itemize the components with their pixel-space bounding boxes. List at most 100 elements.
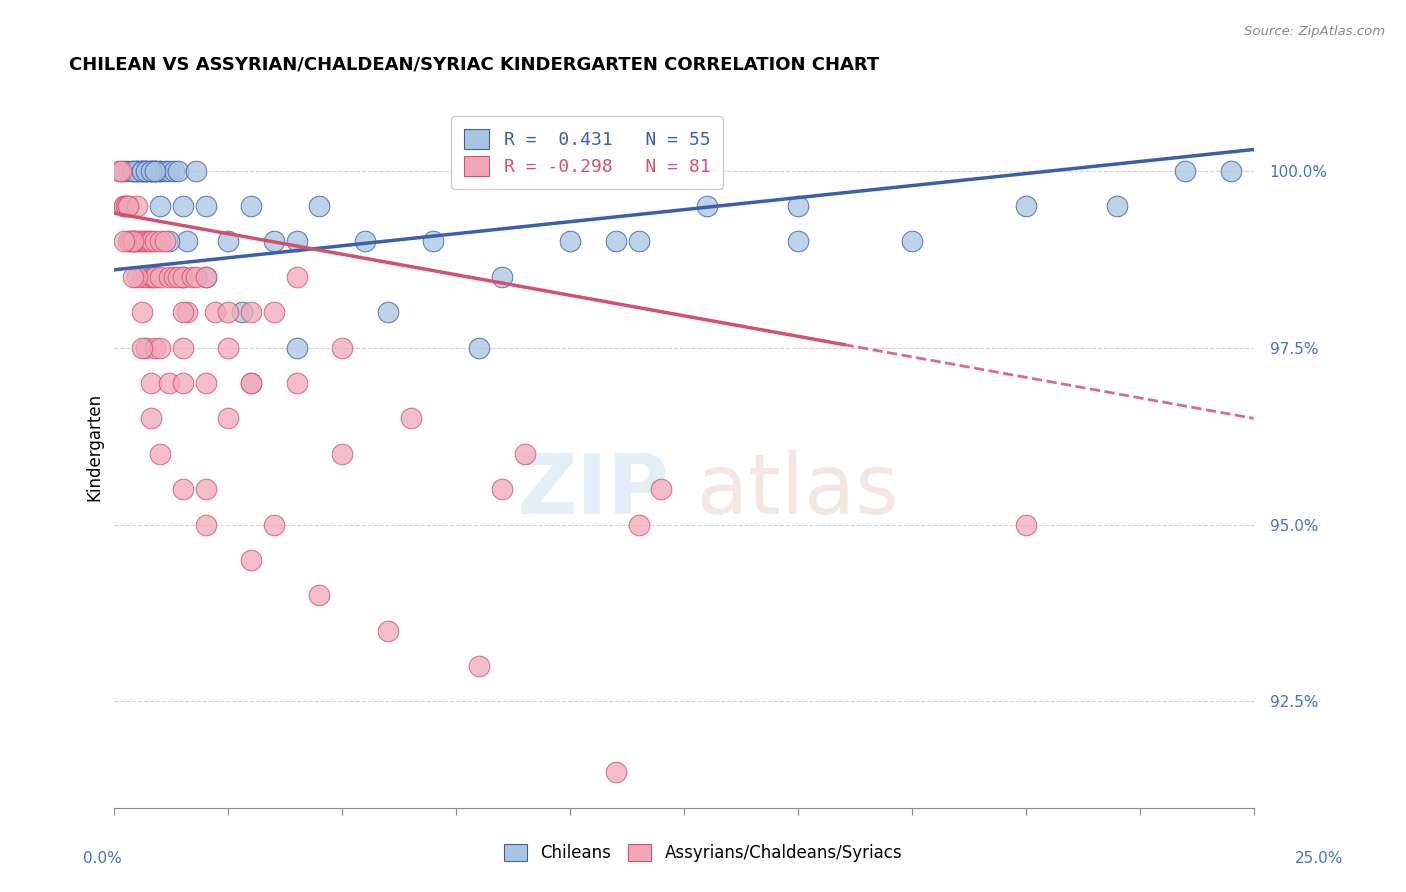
Point [128,235,150,249]
Point [240,199,263,213]
Point [263,517,285,532]
Point [186,163,208,178]
Point [135,235,157,249]
Point [172,376,194,390]
Point [149,163,172,178]
Point [285,269,308,284]
Point [131,163,153,178]
Point [231,305,253,319]
Point [149,269,172,284]
Point [121,235,143,249]
Point [139,411,162,425]
Point [217,341,239,355]
Point [167,269,190,284]
Point [139,163,162,178]
Point [1105,199,1128,213]
Point [121,235,143,249]
Point [787,235,810,249]
Point [308,588,330,602]
Point [696,199,718,213]
Point [132,235,155,249]
Point [121,163,143,178]
Legend: Chileans, Assyrians/Chaldeans/Syriacs: Chileans, Assyrians/Chaldeans/Syriacs [495,836,911,871]
Point [377,624,399,638]
Point [157,235,180,249]
Point [157,269,180,284]
Point [135,269,157,284]
Point [117,235,139,249]
Point [1174,163,1197,178]
Point [787,199,810,213]
Point [145,163,167,178]
Point [157,163,180,178]
Point [121,163,143,178]
Point [135,163,157,178]
Point [149,447,172,461]
Point [112,199,135,213]
Point [194,269,217,284]
Point [377,305,399,319]
Point [330,447,353,461]
Point [176,235,198,249]
Point [186,269,208,284]
Point [145,163,167,178]
Point [149,235,172,249]
Point [1015,199,1038,213]
Text: atlas: atlas [697,450,898,531]
Point [138,235,160,249]
Point [172,305,194,319]
Point [422,235,444,249]
Point [399,411,422,425]
Point [135,163,157,178]
Point [468,659,491,673]
Point [172,341,194,355]
Point [204,305,226,319]
Point [263,305,285,319]
Point [163,163,186,178]
Legend: R =  0.431   N = 55, R = -0.298   N = 81: R = 0.431 N = 55, R = -0.298 N = 81 [451,117,723,189]
Point [194,376,217,390]
Point [108,163,131,178]
Point [163,269,186,284]
Point [145,269,167,284]
Point [468,341,491,355]
Point [354,235,377,249]
Point [605,235,627,249]
Point [240,376,263,390]
Point [124,235,146,249]
Point [112,163,135,178]
Point [217,235,239,249]
Point [139,163,162,178]
Point [149,199,172,213]
Point [139,163,162,178]
Point [240,553,263,567]
Point [145,163,167,178]
Point [117,199,139,213]
Point [560,235,582,249]
Point [139,235,162,249]
Point [217,305,239,319]
Point [194,269,217,284]
Point [605,765,627,780]
Point [139,376,162,390]
Point [513,447,536,461]
Point [131,269,153,284]
Point [121,235,143,249]
Text: 0.0%: 0.0% [83,851,122,865]
Point [149,163,172,178]
Point [180,269,202,284]
Point [240,305,263,319]
Point [176,305,198,319]
Point [491,482,513,496]
Point [110,163,132,178]
Point [240,376,263,390]
Point [1220,163,1243,178]
Point [194,199,217,213]
Point [194,517,217,532]
Point [121,269,143,284]
Point [285,341,308,355]
Point [308,199,330,213]
Point [194,482,217,496]
Point [145,235,167,249]
Point [131,163,153,178]
